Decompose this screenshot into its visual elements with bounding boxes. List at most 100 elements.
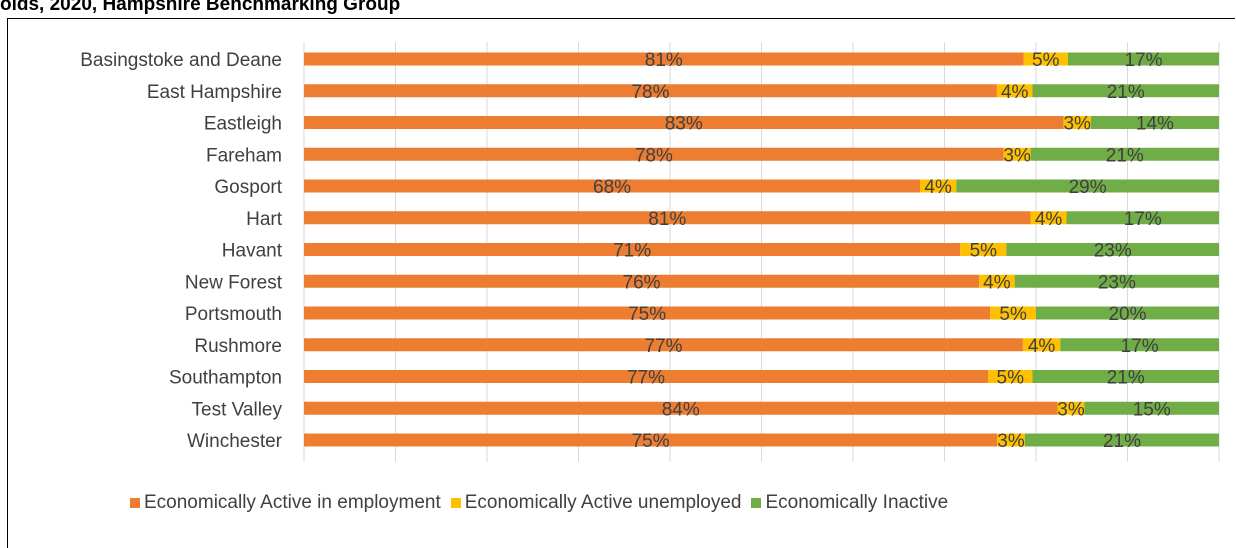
bar-segment <box>1066 211 1219 225</box>
bar-segment <box>1036 306 1219 320</box>
bar-segment <box>920 179 957 193</box>
bar-segment <box>1084 401 1219 415</box>
bar-segment <box>304 433 998 447</box>
bar-segment <box>1006 243 1219 256</box>
data-label: 81% <box>645 50 683 71</box>
data-label: 76% <box>623 272 661 293</box>
category-label: Hart <box>246 209 283 230</box>
category-label: Test Valley <box>192 399 283 420</box>
bar-segment <box>304 116 1064 129</box>
data-label: 23% <box>1098 272 1136 293</box>
category-label: Fareham <box>206 145 282 166</box>
data-label: 81% <box>648 209 686 230</box>
legend-label-inactive: Economically Inactive <box>765 492 949 513</box>
bar-segment <box>304 306 991 320</box>
data-label: 21% <box>1107 82 1145 103</box>
bar-segment <box>304 274 980 288</box>
legend-item-unemployed: Economically Active unemployed <box>450 492 742 514</box>
bar-segment <box>1023 52 1068 66</box>
data-label: 77% <box>627 368 665 389</box>
bar-segment <box>304 147 1004 161</box>
legend-swatch-unemployed <box>450 498 461 508</box>
data-label: 17% <box>1124 50 1162 71</box>
bar-segment <box>956 179 1219 193</box>
legend-label-employment: Economically Active in employment <box>144 492 441 513</box>
data-label: 3% <box>1003 145 1031 166</box>
data-label: 71% <box>613 241 651 262</box>
category-label: Havant <box>222 241 283 262</box>
data-label: 4% <box>1035 209 1063 230</box>
bar-segment <box>304 243 961 256</box>
bar-segment <box>996 84 1033 98</box>
bar-segment <box>988 370 1033 383</box>
legend-item-employment: Economically Active in employment <box>130 492 441 514</box>
bar-segment <box>1024 433 1219 447</box>
bar-segment <box>304 370 989 383</box>
bar-segment <box>1090 116 1219 129</box>
data-label: 21% <box>1106 145 1144 166</box>
data-label: 29% <box>1069 177 1107 198</box>
chart-frame <box>7 18 1235 548</box>
bar-segment <box>1032 84 1219 98</box>
data-label: 4% <box>983 272 1011 293</box>
bar-segment <box>304 84 997 98</box>
bar-segment <box>990 306 1036 320</box>
data-label: 75% <box>628 304 666 325</box>
category-label: New Forest <box>185 272 283 293</box>
data-label: 14% <box>1136 114 1174 135</box>
legend-swatch-employment <box>130 498 140 508</box>
data-label: 78% <box>631 82 669 103</box>
bar-segment <box>1067 52 1219 66</box>
category-label: Basingstoke and Deane <box>80 50 282 71</box>
data-label: 3% <box>1057 399 1085 420</box>
bar-segment <box>1003 147 1031 161</box>
stacked-bar-chart: Basingstoke and Deane 81% 5% 17% East Hampsh… <box>80 42 1220 462</box>
data-label: 4% <box>1028 336 1056 357</box>
bar-segment <box>304 179 921 193</box>
bar-segment <box>979 274 1015 288</box>
data-label: 5% <box>997 368 1025 389</box>
data-label: 5% <box>999 304 1027 325</box>
data-label: 75% <box>632 431 670 452</box>
data-label: 20% <box>1108 304 1146 325</box>
data-label: 21% <box>1103 431 1141 452</box>
bar-segment <box>1063 116 1091 129</box>
data-label: 3% <box>997 431 1025 452</box>
data-label: 3% <box>1063 114 1091 135</box>
category-label: Gosport <box>214 177 282 198</box>
bar-segment <box>960 243 1007 256</box>
chart-title: olds, 2020, Hampshire Benchmarking Group <box>0 0 401 15</box>
data-label: 21% <box>1107 368 1145 389</box>
data-label: 83% <box>665 114 703 135</box>
bar-segment <box>304 52 1024 66</box>
data-label: 68% <box>593 177 631 198</box>
category-label: Portsmouth <box>185 304 282 325</box>
data-label: 4% <box>1001 82 1029 103</box>
data-label: 15% <box>1133 399 1171 420</box>
legend-item-inactive: Economically Inactive <box>751 492 948 514</box>
data-label: 77% <box>644 336 682 357</box>
bar-segment <box>1057 401 1085 415</box>
data-label: 84% <box>662 399 700 420</box>
data-label: 5% <box>1032 50 1060 71</box>
category-label: Eastleigh <box>204 114 282 135</box>
bar-segment <box>304 338 1023 352</box>
data-label: 5% <box>970 241 998 262</box>
legend: Economically Active in employment Econom… <box>130 492 958 514</box>
bar-segment <box>1022 338 1061 352</box>
data-label: 4% <box>924 177 952 198</box>
data-label: 17% <box>1121 336 1159 357</box>
legend-label-unemployed: Economically Active unemployed <box>464 492 742 513</box>
category-label: Winchester <box>187 431 283 452</box>
category-label: Rushmore <box>194 336 282 357</box>
legend-swatch-inactive <box>751 498 762 508</box>
bar-segment <box>1032 370 1219 383</box>
bar-segment <box>1030 211 1067 225</box>
category-label: Southampton <box>169 368 282 389</box>
category-label: East Hampshire <box>147 82 282 103</box>
bar-segment <box>304 211 1031 225</box>
bar-segment <box>1060 338 1219 352</box>
bar-segment <box>304 401 1058 415</box>
data-label: 17% <box>1124 209 1162 230</box>
bar-segment <box>997 433 1025 447</box>
